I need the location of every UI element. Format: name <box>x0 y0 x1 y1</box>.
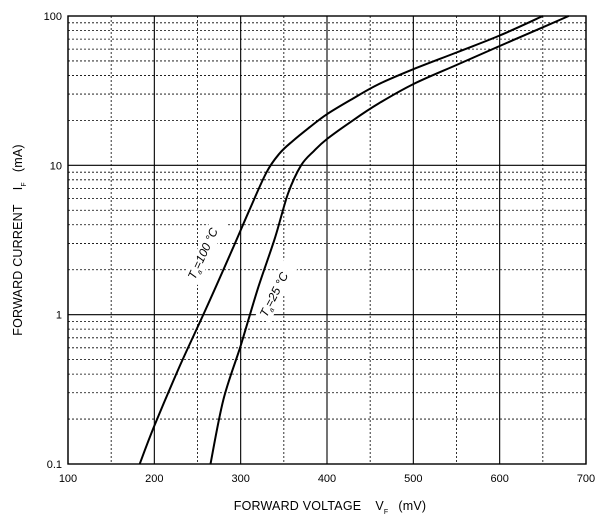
curve-label-background <box>255 251 303 323</box>
curve-label-background <box>183 213 229 286</box>
x-tick-label: 200 <box>145 473 163 485</box>
y-tick-label: 100 <box>44 11 62 23</box>
plot-frame <box>67 15 587 465</box>
y-tick-label: 1 <box>56 310 62 322</box>
curve-ta-25c <box>209 15 570 465</box>
y-axis-title: FORWARD CURRENTIF(mA) <box>11 144 28 336</box>
x-axis-title: FORWARD VOLTAGE VF (mV) <box>234 499 426 516</box>
x-tick-label: 300 <box>231 473 249 485</box>
x-tick-label: 700 <box>577 473 595 485</box>
curve-label-ta-100c: Ta=100 °C <box>185 225 223 282</box>
curves <box>138 15 570 465</box>
curve-labels: Ta=100 °CTa=25 °C <box>183 213 303 323</box>
x-tick-label: 100 <box>59 473 77 485</box>
y-tick-label: 10 <box>50 160 62 172</box>
x-tick-label: 400 <box>318 473 336 485</box>
y-tick-label: 0.1 <box>47 459 62 471</box>
grid <box>67 15 587 465</box>
x-tick-label: 600 <box>490 473 508 485</box>
tick-labels: 100 200 300 400 500 600 700 0.1 1 10 100 <box>44 11 596 485</box>
curve-ta-100c <box>138 15 544 465</box>
x-tick-label: 500 <box>404 473 422 485</box>
